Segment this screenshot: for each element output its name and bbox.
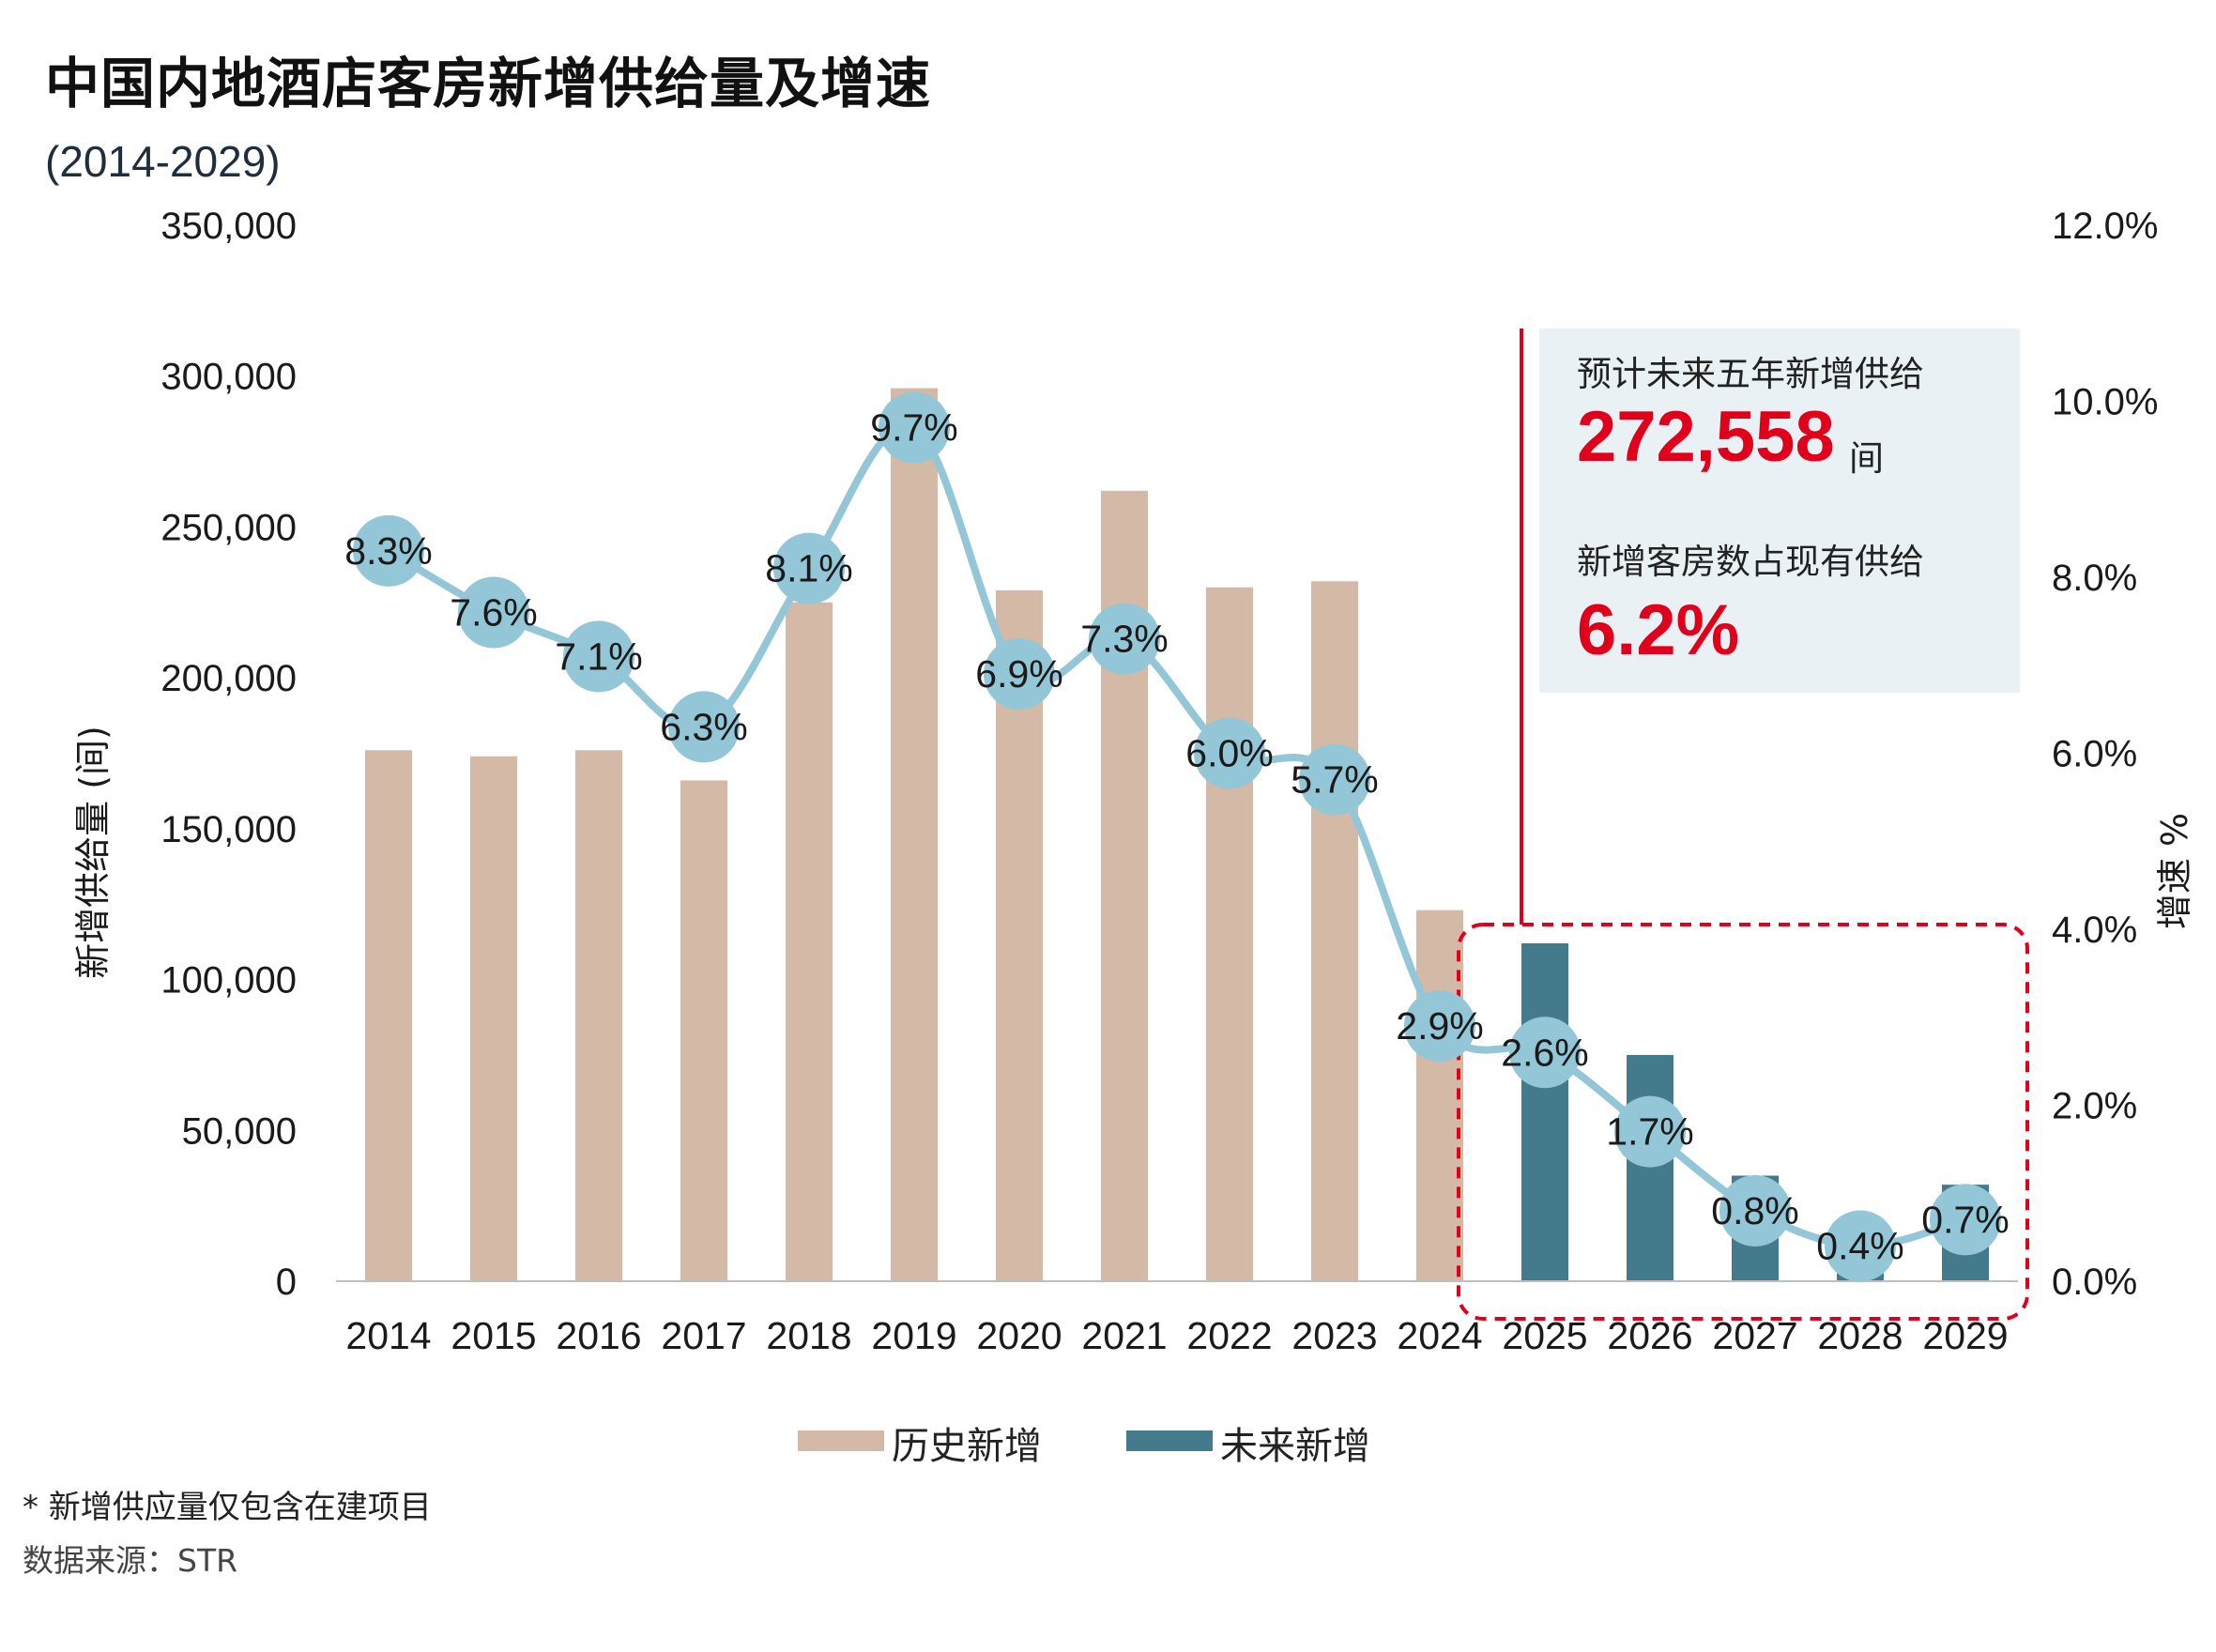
bar-historical: [1206, 587, 1253, 1281]
y-tick-right: 6.0%: [2052, 734, 2137, 775]
growth-rate-label: 7.6%: [450, 591, 537, 635]
growth-rate-point: [1930, 1184, 2001, 1256]
growth-rate-label: 8.3%: [344, 529, 432, 573]
bar-historical: [1416, 910, 1463, 1281]
x-tick-label: 2022: [1186, 1314, 1272, 1357]
x-tick-label: 2015: [451, 1314, 536, 1357]
forecast-dashed-box: [1457, 923, 2029, 1321]
forecast-callout: 预计未来五年新增供给 272,558 间 新增客房数占现有供给 6.2%: [1539, 329, 2020, 693]
chart-title: 中国内地酒店客房新增供给量及增速: [45, 52, 932, 115]
bar-historical: [1311, 581, 1358, 1281]
bar-historical: [680, 780, 727, 1281]
callout-forecast-label: 预计未来五年新增供给: [1577, 354, 1924, 394]
bar-future: [1627, 1054, 1673, 1281]
callout-share-label: 新增客房数占现有供给: [1577, 542, 1924, 582]
y-tick-left: 150,000: [160, 809, 297, 850]
growth-rate-point: [1509, 1017, 1581, 1089]
growth-rate-label: 9.7%: [870, 406, 957, 450]
legend-label-historical: 历史新增: [892, 1425, 1042, 1468]
y-axis-title-right: 增速 %: [2154, 813, 2195, 929]
callout-share-value: 6.2%: [1577, 590, 1740, 670]
x-tick-label: 2023: [1291, 1314, 1377, 1357]
x-tick-label: 2017: [661, 1314, 746, 1357]
y-tick-right: 0.0%: [2052, 1262, 2137, 1303]
growth-rate-point: [984, 638, 1055, 711]
y-tick-left: 100,000: [160, 960, 297, 1002]
x-tick-label: 2014: [345, 1314, 431, 1357]
callout-forecast-value: 272,558: [1577, 397, 1835, 477]
x-tick-label: 2019: [871, 1314, 956, 1357]
bar-historical: [786, 602, 833, 1281]
growth-rate-point: [353, 514, 424, 587]
growth-rate-point: [1404, 990, 1475, 1063]
growth-rate-point: [668, 691, 740, 763]
x-tick-label: 2025: [1502, 1314, 1587, 1357]
legend-swatch-historical: [798, 1430, 884, 1451]
growth-rate-label: 2.6%: [1501, 1031, 1588, 1074]
y-tick-right: 2.0%: [2052, 1086, 2137, 1127]
growth-rate-point: [458, 576, 529, 649]
y-tick-right: 12.0%: [2052, 206, 2158, 247]
y-tick-left: 350,000: [160, 206, 297, 247]
chart-subtitle: (2014-2029): [45, 137, 281, 186]
bar-historical: [470, 756, 517, 1281]
footnote: * 新增供应量仅包含在建项目: [23, 1489, 432, 1526]
callout-forecast-unit: 间: [1849, 438, 1884, 479]
growth-rate-point: [1299, 743, 1370, 816]
y-tick-left: 250,000: [160, 507, 297, 548]
x-tick-label: 2028: [1817, 1314, 1903, 1357]
growth-rate-label: 1.7%: [1606, 1110, 1693, 1154]
growth-rate-point: [773, 532, 845, 604]
growth-rate-label: 6.3%: [660, 705, 747, 748]
growth-rate-label: 0.8%: [1711, 1189, 1798, 1232]
x-tick-label: 2026: [1607, 1314, 1692, 1357]
x-tick-label: 2018: [766, 1314, 851, 1357]
legend-swatch-future: [1126, 1430, 1213, 1451]
legend-label-future: 未来新增: [1220, 1425, 1370, 1468]
growth-rate-point: [1194, 717, 1265, 789]
bar-historical: [891, 388, 938, 1282]
y-tick-right: 8.0%: [2052, 558, 2137, 599]
y-tick-right: 10.0%: [2052, 382, 2158, 423]
x-tick-label: 2016: [556, 1314, 641, 1357]
growth-rate-point: [1089, 603, 1160, 675]
y-tick-left: 50,000: [182, 1110, 297, 1152]
growth-rate-label: 0.7%: [1921, 1198, 2009, 1241]
growth-rate-label: 6.9%: [975, 652, 1062, 696]
growth-rate-point: [879, 391, 950, 464]
growth-rate-point: [1825, 1210, 1896, 1282]
y-tick-right: 4.0%: [2052, 910, 2137, 951]
source-note: 数据来源：STR: [23, 1542, 238, 1579]
x-tick-label: 2029: [1922, 1314, 2008, 1357]
growth-rate-label: 8.1%: [765, 547, 852, 590]
growth-rate-label: 0.4%: [1816, 1225, 1903, 1268]
growth-rate-label: 2.9%: [1396, 1004, 1483, 1048]
bar-historical: [575, 750, 622, 1281]
growth-rate-label: 5.7%: [1291, 758, 1378, 802]
x-tick-label: 2024: [1397, 1314, 1482, 1357]
y-tick-left: 300,000: [160, 357, 297, 398]
x-tick-label: 2021: [1081, 1314, 1167, 1357]
growth-rate-point: [563, 620, 634, 693]
y-tick-left: 200,000: [160, 658, 297, 699]
x-tick-label: 2020: [976, 1314, 1062, 1357]
y-axis-title-left: 新增供给量 (间): [72, 726, 114, 979]
bar-historical: [365, 750, 412, 1281]
bar-future: [1521, 943, 1568, 1281]
growth-rate-point: [1614, 1095, 1686, 1168]
growth-rate-label: 7.1%: [555, 635, 642, 678]
x-tick-label: 2027: [1712, 1314, 1797, 1357]
growth-rate-label: 6.0%: [1185, 732, 1273, 775]
growth-rate-label: 7.3%: [1080, 618, 1168, 661]
growth-rate-point: [1719, 1175, 1791, 1247]
y-tick-left: 0: [276, 1262, 297, 1303]
